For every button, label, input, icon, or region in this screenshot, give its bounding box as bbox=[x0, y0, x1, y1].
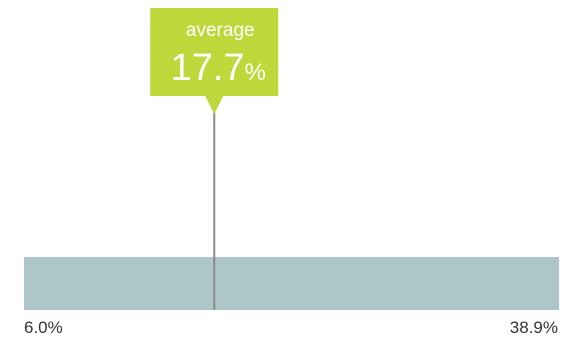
average-caption: average bbox=[186, 20, 255, 41]
range-min-label: 6.0% bbox=[24, 318, 63, 337]
average-unit: % bbox=[245, 59, 266, 86]
average-number: 17.7 bbox=[171, 47, 245, 89]
range-bar bbox=[24, 257, 559, 310]
average-callout: average 17.7% bbox=[150, 8, 279, 114]
average-callout-pointer bbox=[205, 96, 224, 114]
range-max-label: 38.9% bbox=[509, 318, 558, 337]
average-callout-box bbox=[150, 8, 279, 96]
average-value: 17.7% bbox=[171, 47, 266, 89]
